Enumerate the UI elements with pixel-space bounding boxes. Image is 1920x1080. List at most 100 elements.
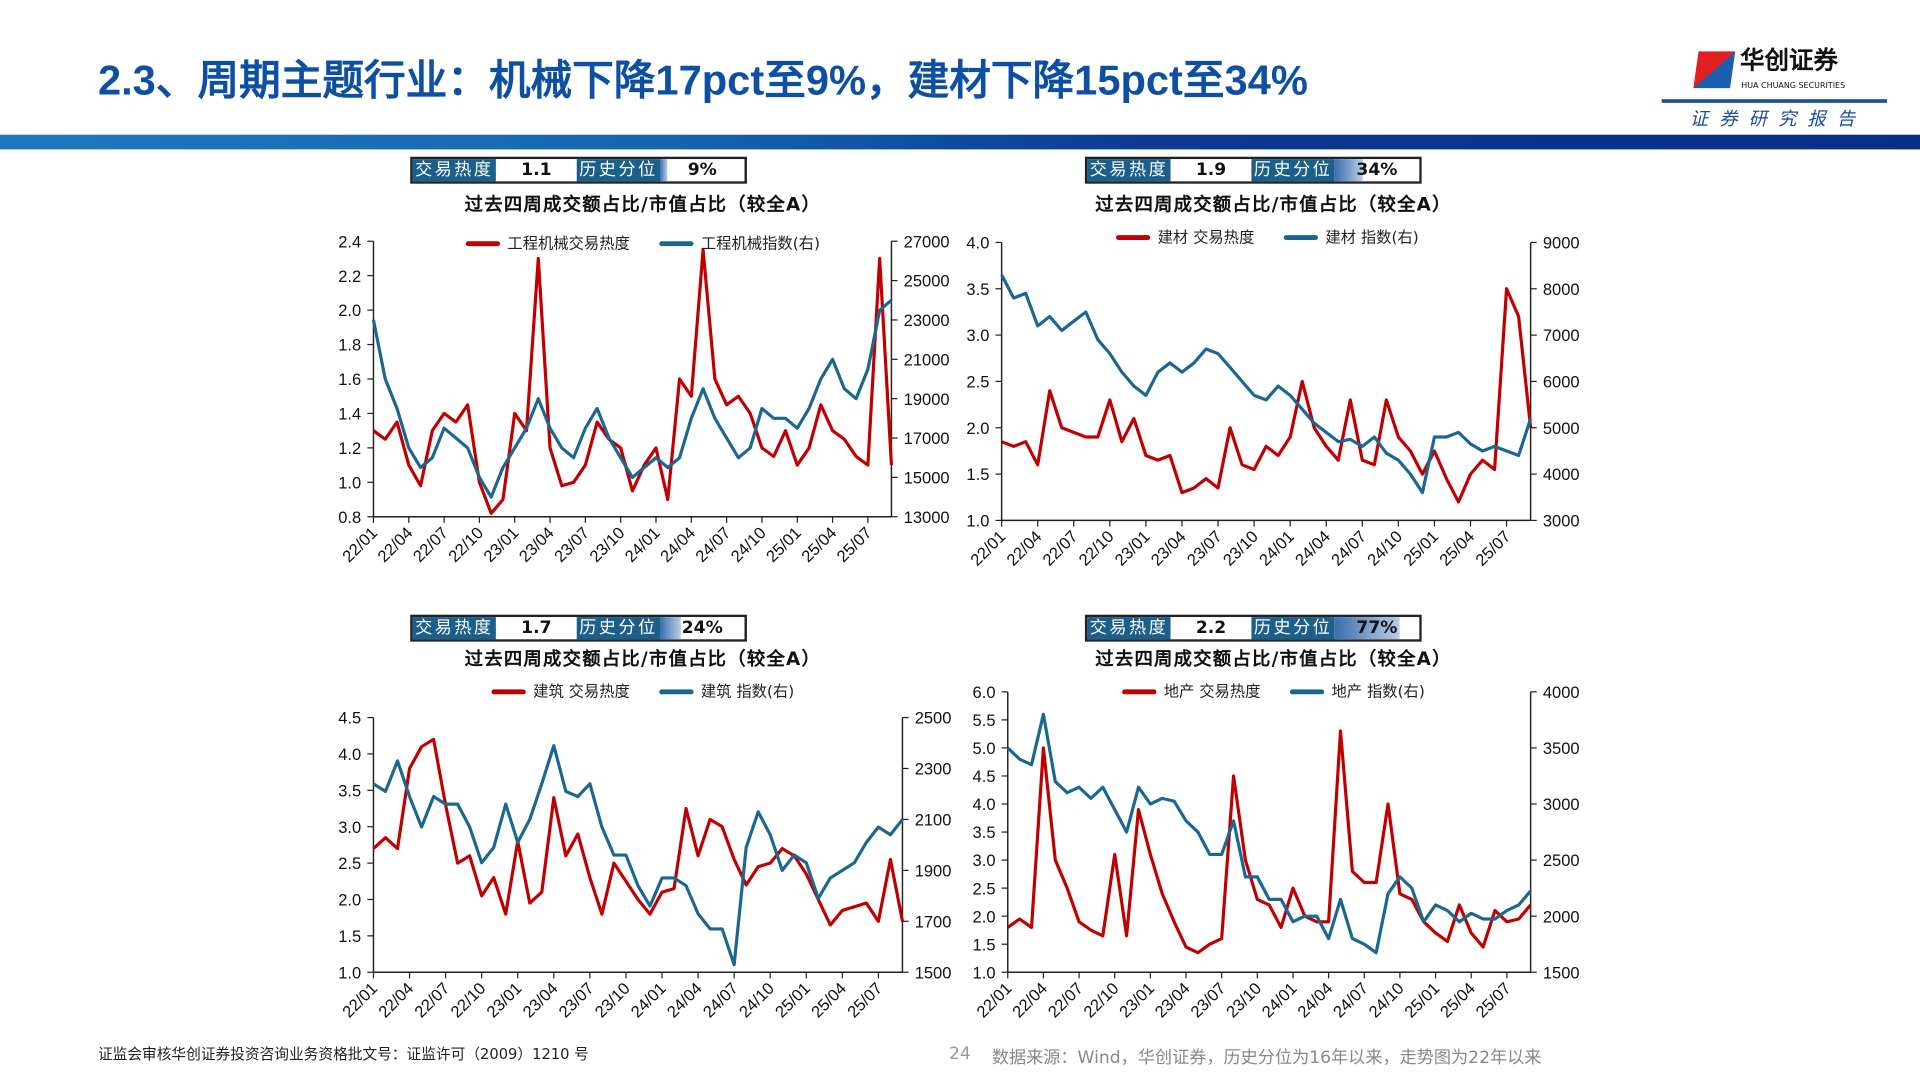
- legend-swatch: [659, 689, 694, 695]
- legend-swatch: [1115, 235, 1151, 241]
- y-tick-label-right: 4000: [1543, 465, 1580, 484]
- y-tick-label-left: 4.0: [973, 795, 996, 814]
- x-tick-label: 23/07: [1187, 979, 1230, 1022]
- percentile-label: 历史分位: [576, 159, 661, 182]
- y-tick-label-left: 0.8: [338, 508, 361, 527]
- x-tick-label: 23/01: [480, 523, 523, 566]
- legend-construction: 建筑 交易热度 建筑 指数(右): [491, 682, 794, 702]
- legend-swatch: [465, 241, 501, 247]
- heat-value: 1.7: [495, 617, 577, 640]
- x-tick-label: 23/04: [519, 979, 562, 1022]
- y-tick-label-left: 3.5: [966, 280, 989, 299]
- license-note: 证监会审核华创证券投资咨询业务资格批文号：证监许可（2009）1210 号: [97, 1045, 589, 1063]
- percentile-cell: 9%: [660, 159, 745, 182]
- y-tick-label-right: 1500: [915, 963, 952, 982]
- chart-title: 过去四周成交额占比/市值占比（较全A）: [1095, 193, 1452, 216]
- x-tick-label: 22/10: [1075, 527, 1118, 570]
- x-tick-label: 22/10: [447, 979, 490, 1022]
- legend-label: 地产 交易热度: [1163, 682, 1261, 701]
- y-tick-label-left: 1.0: [338, 963, 361, 982]
- x-tick-label: 25/07: [843, 979, 886, 1022]
- y-tick-label-left: 2.0: [338, 891, 361, 910]
- legend-building-materials: 建材 交易热度 建材 指数(右): [1115, 227, 1419, 248]
- x-tick-label: 23/10: [591, 979, 634, 1022]
- x-tick-label: 23/04: [515, 523, 558, 566]
- x-tick-label: 23/07: [550, 523, 593, 566]
- legend-label: 建材 指数(右): [1325, 227, 1419, 247]
- percentile-value: 77%: [1356, 618, 1398, 638]
- legend-label: 地产 指数(右): [1331, 682, 1425, 701]
- logo-divider: [1661, 99, 1887, 103]
- header-band: [0, 134, 1920, 150]
- x-tick-label: 22/07: [1039, 527, 1082, 570]
- x-tick-label: 25/04: [798, 523, 841, 566]
- heat-value: 2.2: [1170, 617, 1252, 640]
- x-tick-label: 24/10: [727, 523, 770, 566]
- y-tick-label-left: 1.0: [966, 512, 989, 531]
- y-tick-label-right: 9000: [1543, 234, 1580, 253]
- chart-3: 1.0 1.5 2.0 2.5 3.0 3.5 4.0 4.5 1500 1700 1900 2100…: [338, 709, 951, 1022]
- percentile-value: 34%: [1356, 160, 1398, 181]
- x-tick-label: 22/10: [444, 523, 487, 566]
- heat-series-line: [1006, 729, 1532, 955]
- y-tick-label-left: 1.5: [973, 935, 996, 954]
- report-type-label: 证券研究报告: [1689, 107, 1867, 130]
- x-tick-label: 22/04: [1008, 979, 1051, 1022]
- y-tick-label-left: 1.5: [338, 927, 361, 946]
- x-tick-label: 22/10: [1080, 979, 1123, 1022]
- x-tick-label: 24/07: [1329, 979, 1372, 1022]
- heat-value: 1.9: [1170, 159, 1252, 182]
- x-tick-label: 24/01: [627, 979, 670, 1022]
- y-tick-label-right: 15000: [904, 469, 950, 488]
- x-tick-label: 25/07: [833, 523, 876, 566]
- y-tick-label-right: 21000: [904, 350, 950, 369]
- percentile-label: 历史分位: [1251, 159, 1335, 182]
- x-tick-label: 24/07: [699, 979, 742, 1022]
- y-tick-label-right: 7000: [1543, 326, 1580, 345]
- legend-swatch: [1283, 235, 1319, 241]
- y-tick-label-left: 5.5: [973, 711, 996, 730]
- y-tick-label-left: 2.5: [338, 854, 361, 873]
- page-title: 2.3、周期主题行业：机械下降17pct至9%，建材下降15pct至34%: [97, 57, 1308, 105]
- heat-badge: 交易热度 1.7 历史分位 24%: [410, 614, 747, 642]
- x-tick-label: 24/04: [1294, 979, 1337, 1022]
- percentile-cell: 77%: [1334, 617, 1420, 640]
- percentile-fill-bar: [1334, 159, 1364, 182]
- logo-text-en: HUA CHUANG SECURITIES: [1741, 80, 1846, 91]
- page-number: 24: [948, 1044, 971, 1065]
- y-tick-label-right: 1500: [1543, 963, 1580, 982]
- legend-swatch: [659, 241, 694, 247]
- heat-label: 交易热度: [1087, 617, 1171, 640]
- y-tick-label-left: 1.8: [338, 336, 361, 355]
- heat-series-line: [372, 737, 905, 927]
- y-tick-label-right: 5000: [1543, 419, 1580, 438]
- y-tick-label-left: 2.5: [973, 879, 996, 898]
- x-tick-label: 24/01: [621, 523, 664, 566]
- y-tick-label-left: 4.5: [338, 709, 361, 728]
- heat-label: 交易热度: [412, 617, 496, 640]
- heat-series-line: [372, 248, 894, 515]
- heat-badge: 交易热度 1.1 历史分位 9%: [410, 156, 747, 184]
- x-tick-label: 22/04: [1003, 527, 1046, 570]
- x-tick-label: 25/01: [1400, 527, 1443, 570]
- y-tick-label-right: 1700: [915, 912, 952, 931]
- index-series-line: [1006, 712, 1532, 955]
- legend-label: 建筑 交易热度: [533, 682, 630, 701]
- y-tick-label-left: 3.5: [338, 781, 361, 800]
- y-tick-label-left: 2.0: [973, 907, 996, 926]
- y-tick-label-left: 5.0: [973, 739, 996, 758]
- y-tick-label-right: 2300: [915, 760, 952, 779]
- x-tick-label: 25/01: [771, 979, 814, 1022]
- y-tick-label-right: 1900: [915, 861, 952, 880]
- heat-value: 1.1: [495, 159, 577, 182]
- y-tick-label-left: 2.5: [966, 373, 989, 392]
- y-tick-label-left: 2.0: [966, 419, 989, 438]
- y-tick-label-right: 27000: [904, 232, 950, 251]
- percentile-fill-bar: [660, 159, 668, 182]
- legend-real-estate: 地产 交易热度 地产 指数(右): [1122, 682, 1425, 702]
- chart-title: 过去四周成交额占比/市值占比（较全A）: [1095, 647, 1452, 670]
- x-tick-label: 22/07: [1044, 979, 1087, 1022]
- x-tick-label: 22/07: [411, 979, 454, 1022]
